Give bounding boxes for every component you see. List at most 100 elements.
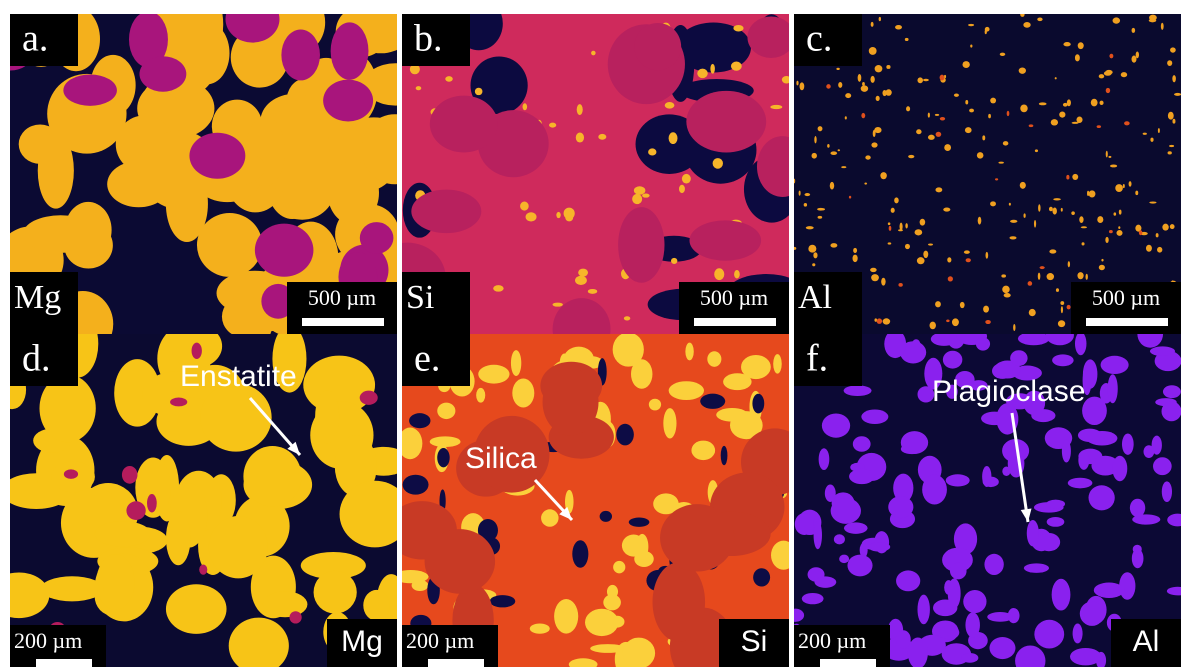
grain xyxy=(512,379,534,408)
grain xyxy=(1158,128,1160,133)
grain xyxy=(793,179,795,184)
grain xyxy=(192,343,202,359)
element-label: Mg xyxy=(341,625,383,658)
grain xyxy=(624,316,630,320)
grain xyxy=(889,226,892,231)
grain xyxy=(813,252,817,258)
annotation: Silica xyxy=(465,442,537,475)
grain xyxy=(747,16,794,58)
grain xyxy=(995,178,998,180)
grain xyxy=(844,522,868,533)
grain xyxy=(1019,67,1026,73)
grain xyxy=(697,69,707,78)
grain xyxy=(1061,208,1063,212)
grain xyxy=(649,399,661,411)
grain xyxy=(1153,457,1172,475)
grain xyxy=(796,81,798,86)
grain xyxy=(1150,346,1175,356)
grain xyxy=(896,570,920,591)
grain xyxy=(922,475,947,505)
grain xyxy=(923,79,929,82)
grain xyxy=(1003,141,1009,145)
grain xyxy=(948,578,961,608)
grain xyxy=(853,255,858,263)
grain xyxy=(822,414,850,438)
grain xyxy=(869,47,877,55)
grain xyxy=(1104,71,1112,76)
grain xyxy=(806,226,814,229)
grain xyxy=(1168,151,1172,154)
grain xyxy=(1068,478,1093,489)
grain xyxy=(1170,47,1176,52)
grain xyxy=(877,318,883,324)
grain xyxy=(733,25,743,32)
grain xyxy=(804,203,807,207)
grain xyxy=(572,540,588,568)
grain xyxy=(814,521,822,549)
grain xyxy=(663,408,676,438)
grain xyxy=(792,247,796,250)
grain xyxy=(634,186,646,195)
grain xyxy=(679,185,685,193)
grain xyxy=(943,208,950,212)
grain xyxy=(984,554,1003,575)
panel-label: f. xyxy=(806,338,828,380)
grain xyxy=(870,268,877,272)
grain xyxy=(1060,301,1064,305)
grain xyxy=(1110,165,1117,168)
grain xyxy=(944,144,951,151)
grain xyxy=(1038,533,1061,551)
grain xyxy=(894,197,899,203)
grain xyxy=(1124,121,1130,125)
grain xyxy=(915,229,923,235)
grain xyxy=(986,252,989,259)
grain xyxy=(476,388,485,403)
grain xyxy=(255,224,314,277)
grain xyxy=(1023,22,1030,28)
grain xyxy=(879,17,881,21)
element-label: Al xyxy=(798,279,832,316)
grain xyxy=(1099,74,1105,78)
grain xyxy=(590,644,625,653)
grain xyxy=(591,51,596,56)
grain xyxy=(1031,409,1055,422)
grain xyxy=(1113,17,1120,23)
grain xyxy=(430,436,461,447)
grain xyxy=(64,469,78,479)
grain xyxy=(861,409,888,424)
grain xyxy=(819,448,830,470)
grain xyxy=(861,85,868,92)
grain xyxy=(603,594,621,610)
grain xyxy=(947,257,951,262)
grain xyxy=(1051,119,1058,125)
grain xyxy=(821,208,825,210)
grain xyxy=(965,612,979,637)
grain xyxy=(578,269,588,277)
grain xyxy=(948,276,953,281)
grain xyxy=(437,403,455,419)
grain xyxy=(976,337,990,350)
grain xyxy=(1144,445,1155,458)
grain xyxy=(1133,545,1142,554)
grain xyxy=(122,466,138,484)
grain xyxy=(905,38,909,41)
grain xyxy=(1174,93,1181,96)
grain xyxy=(475,88,483,95)
grain xyxy=(281,30,320,81)
grain xyxy=(671,258,677,264)
grain xyxy=(200,383,271,451)
grain xyxy=(1010,220,1017,223)
grain xyxy=(1108,374,1118,403)
grain xyxy=(564,208,575,220)
grain xyxy=(166,511,191,565)
scale-label: 200 µm xyxy=(14,628,82,653)
grain xyxy=(770,105,782,109)
grain xyxy=(585,609,618,636)
grain xyxy=(520,202,529,211)
grain xyxy=(403,475,429,495)
grain xyxy=(906,106,910,111)
grain xyxy=(713,158,723,169)
grain xyxy=(962,61,969,68)
grain xyxy=(1029,124,1034,127)
grain xyxy=(1172,75,1176,82)
